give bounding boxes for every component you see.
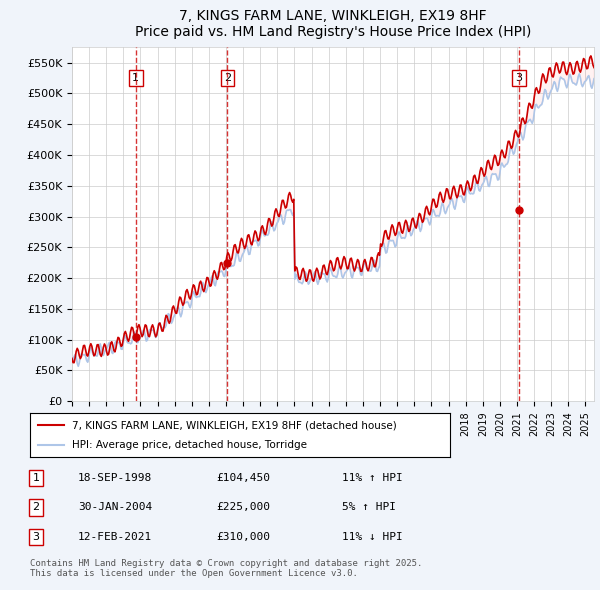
Text: 3: 3 [32, 532, 40, 542]
Text: 12-FEB-2021: 12-FEB-2021 [78, 532, 152, 542]
Text: £225,000: £225,000 [216, 503, 270, 512]
Text: 30-JAN-2004: 30-JAN-2004 [78, 503, 152, 512]
Text: 2: 2 [224, 73, 231, 83]
Text: HPI: Average price, detached house, Torridge: HPI: Average price, detached house, Torr… [72, 440, 307, 450]
Text: 5% ↑ HPI: 5% ↑ HPI [342, 503, 396, 512]
Text: 2: 2 [32, 503, 40, 512]
Text: 7, KINGS FARM LANE, WINKLEIGH, EX19 8HF (detached house): 7, KINGS FARM LANE, WINKLEIGH, EX19 8HF … [72, 421, 397, 430]
Text: 3: 3 [515, 73, 523, 83]
Text: 1: 1 [32, 473, 40, 483]
Text: 18-SEP-1998: 18-SEP-1998 [78, 473, 152, 483]
Text: £310,000: £310,000 [216, 532, 270, 542]
Text: £104,450: £104,450 [216, 473, 270, 483]
Text: 11% ↓ HPI: 11% ↓ HPI [342, 532, 403, 542]
Text: Contains HM Land Registry data © Crown copyright and database right 2025.
This d: Contains HM Land Registry data © Crown c… [30, 559, 422, 578]
Text: 1: 1 [132, 73, 139, 83]
Title: 7, KINGS FARM LANE, WINKLEIGH, EX19 8HF
Price paid vs. HM Land Registry's House : 7, KINGS FARM LANE, WINKLEIGH, EX19 8HF … [135, 9, 531, 39]
Text: 11% ↑ HPI: 11% ↑ HPI [342, 473, 403, 483]
